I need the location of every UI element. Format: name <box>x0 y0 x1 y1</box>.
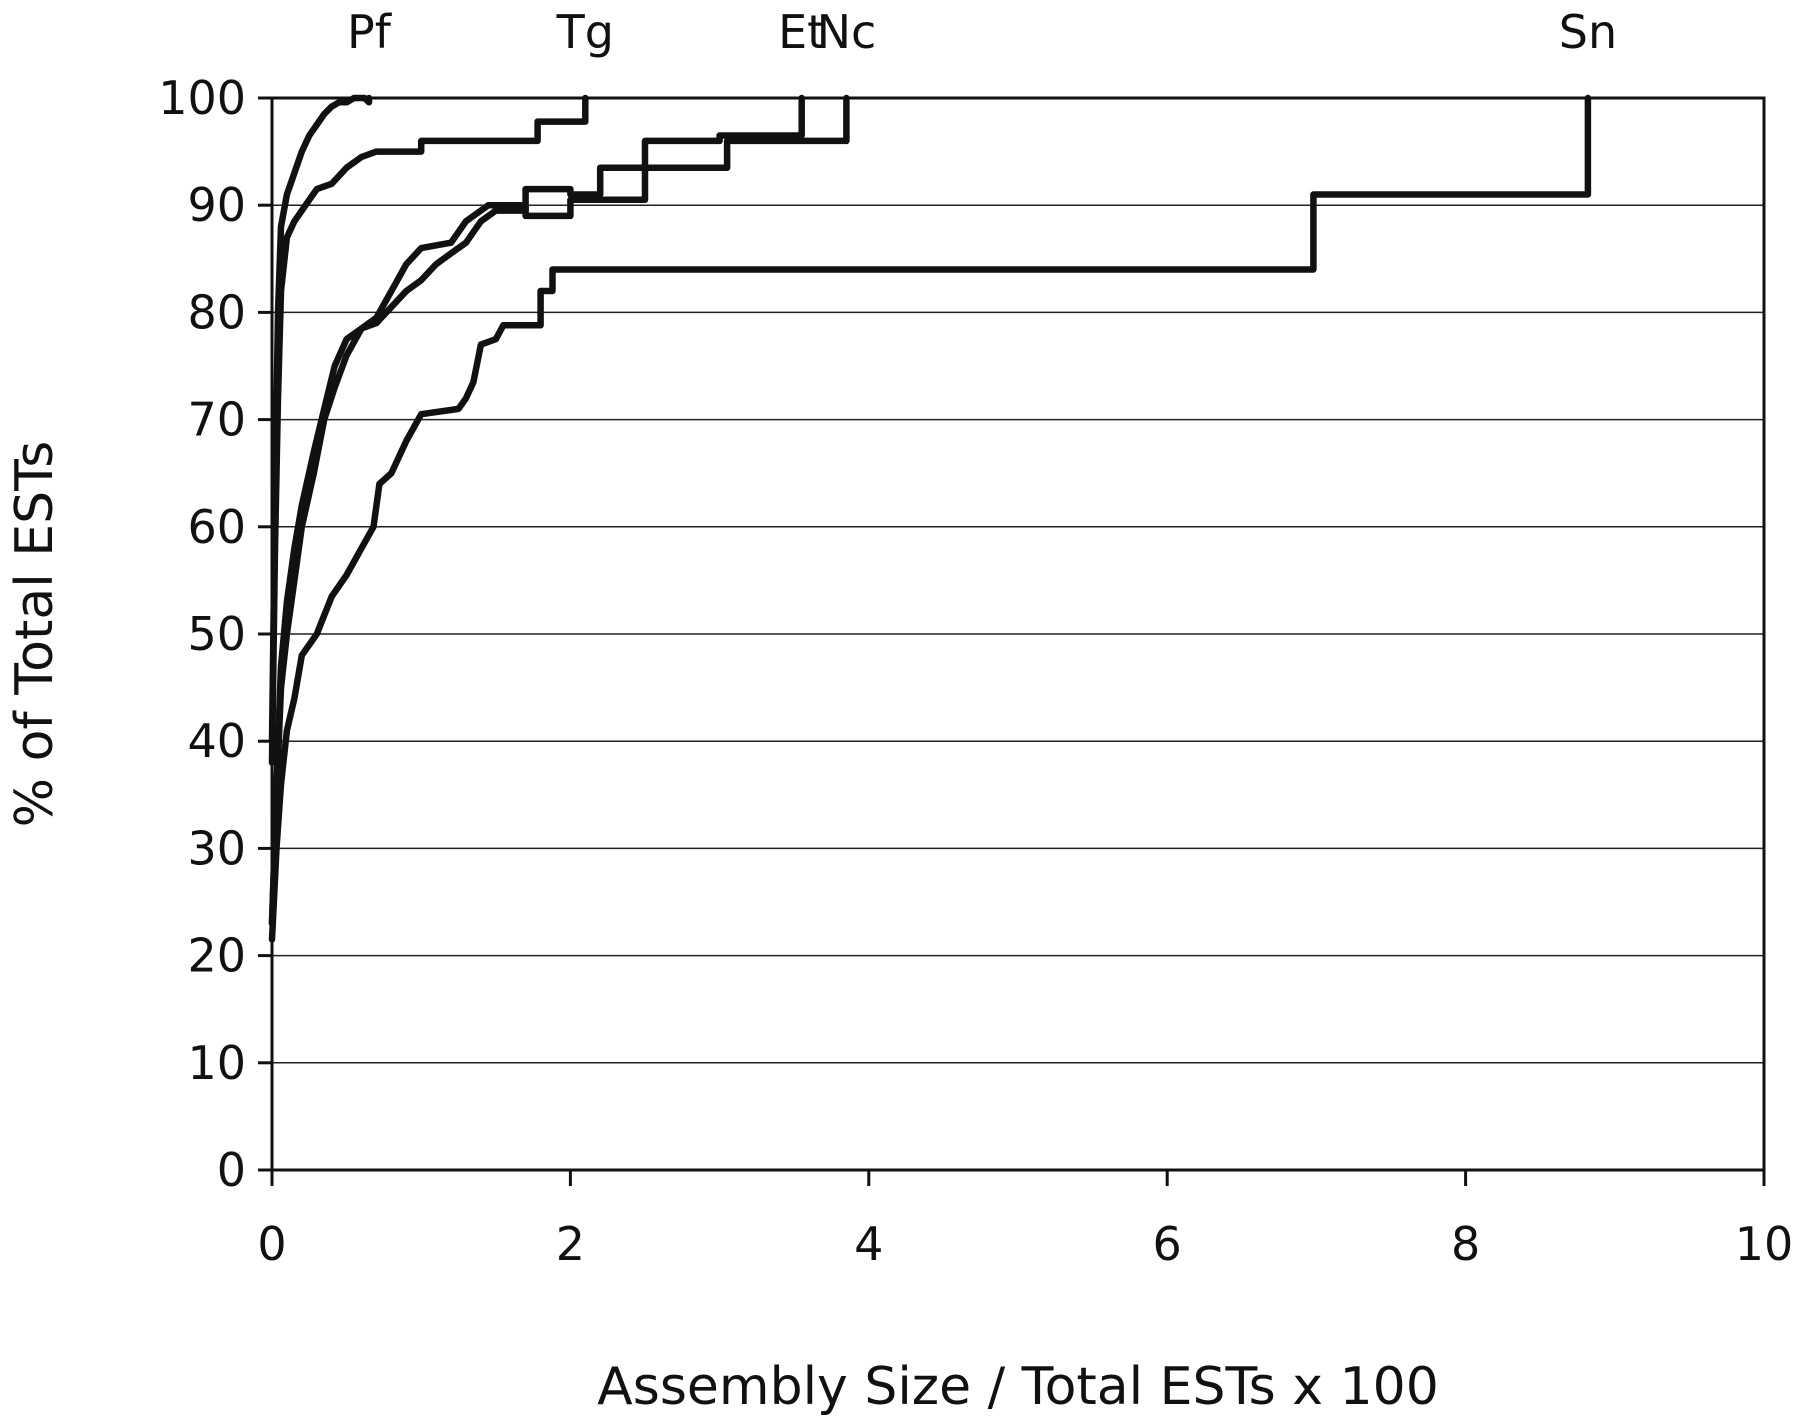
x-axis-ticks: 0 2 4 6 8 10 <box>257 1170 1793 1271</box>
y-tick-label-30: 30 <box>187 821 246 875</box>
x-tick-label-6: 6 <box>1153 1217 1182 1271</box>
series-label-nc: Nc <box>817 5 877 59</box>
series-line-pf <box>268 94 373 745</box>
y-axis-title: % of Total ESTs <box>5 441 65 828</box>
series-line-et <box>268 94 805 927</box>
x-axis-title: Assembly Size / Total ESTs x 100 <box>597 1357 1439 1417</box>
series-lines <box>268 94 1592 943</box>
y-tick-label-70: 70 <box>187 393 246 447</box>
y-tick-label-10: 10 <box>187 1036 246 1090</box>
y-tick-label-20: 20 <box>187 929 246 983</box>
x-tick-label-10: 10 <box>1735 1217 1794 1271</box>
y-tick-label-60: 60 <box>187 500 246 554</box>
series-line-nc <box>268 94 850 927</box>
series-line-sn <box>268 94 1592 943</box>
x-tick-label-2: 2 <box>556 1217 585 1271</box>
x-tick-label-4: 4 <box>854 1217 883 1271</box>
series-label-pf: Pf <box>347 5 393 59</box>
y-axis-ticks: 0 10 20 30 40 50 60 70 80 90 100 <box>158 71 272 1197</box>
series-line-tg <box>268 94 589 766</box>
y-tick-label-50: 50 <box>187 607 246 661</box>
x-tick-label-0: 0 <box>257 1217 286 1271</box>
gridlines <box>272 204 1764 1064</box>
y-tick-label-0: 0 <box>217 1143 246 1197</box>
x-tick-label-8: 8 <box>1451 1217 1480 1271</box>
y-tick-label-90: 90 <box>187 178 246 232</box>
y-tick-label-100: 100 <box>158 71 246 125</box>
series-label-et: Et <box>778 5 825 59</box>
series-label-sn: Sn <box>1559 5 1617 59</box>
series-label-tg: Tg <box>556 5 614 59</box>
y-tick-label-80: 80 <box>187 285 246 339</box>
y-tick-label-40: 40 <box>187 714 246 768</box>
